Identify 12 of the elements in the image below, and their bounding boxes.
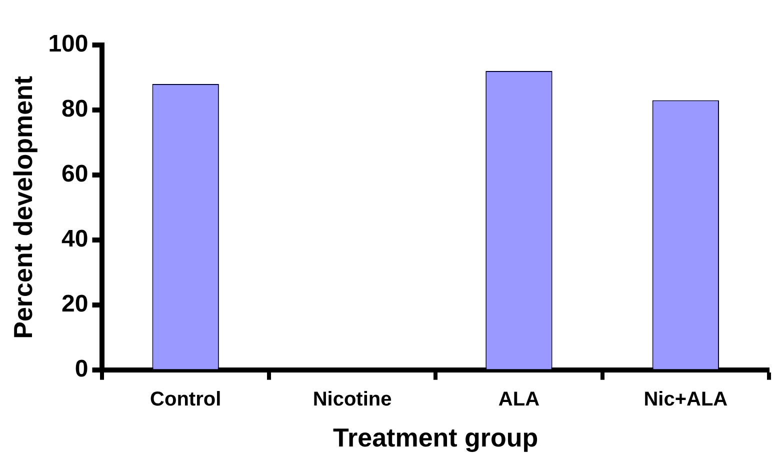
y-tick-label: 80 [62,96,88,123]
x-tick-label: ALA [498,388,540,410]
y-tick-label: 40 [62,226,88,253]
y-tick-label: 20 [62,290,88,318]
y-tick-label: 60 [62,160,88,188]
x-axis-title: Treatment group [333,422,538,453]
x-tick-label: Nic+ALA [644,388,728,410]
y-tick-label: 100 [48,30,88,58]
y-tick-label: 0 [74,355,88,382]
x-tick-label: Control [150,388,222,410]
x-tick-label: Nicotine [312,388,392,410]
y-axis-title: Percent development [8,76,38,339]
